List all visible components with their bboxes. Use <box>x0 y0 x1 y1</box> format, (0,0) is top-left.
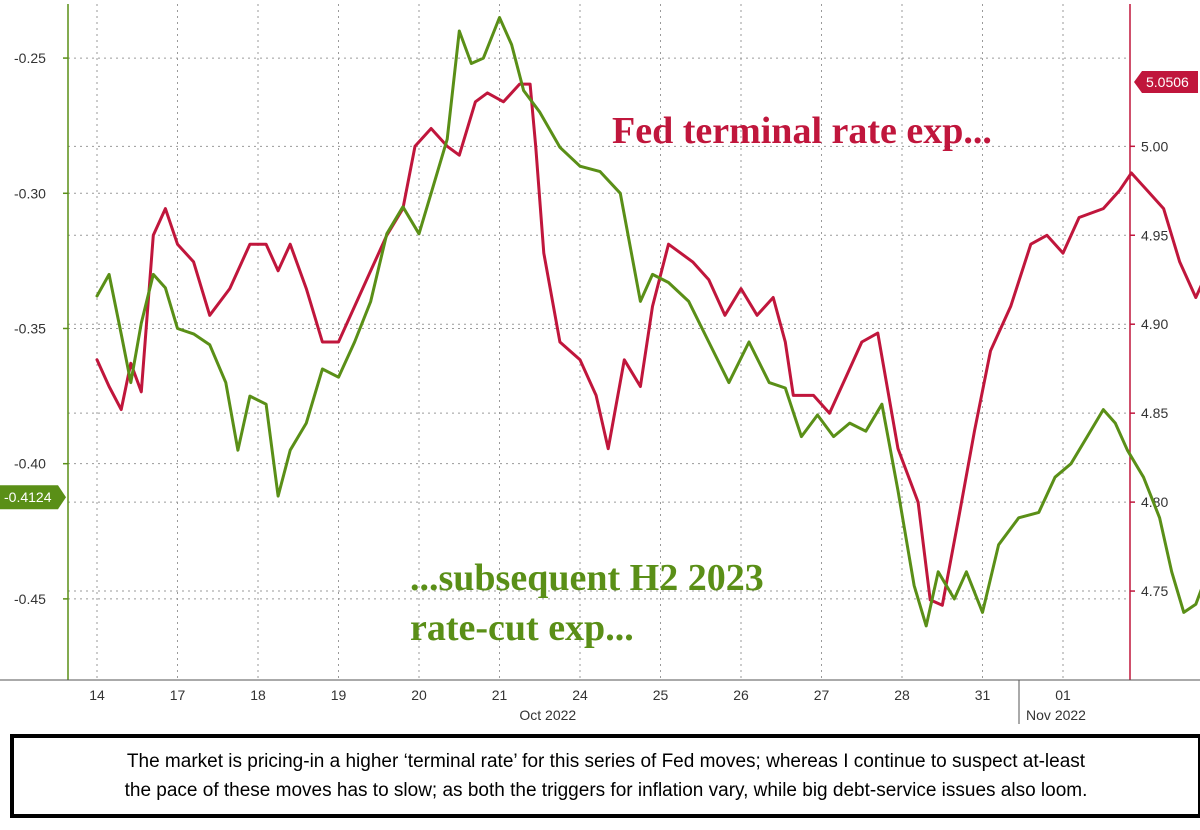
x-tick-label: 24 <box>572 687 588 703</box>
right-tick-label: 4.95 <box>1141 227 1168 243</box>
left-tick-label: -0.35 <box>14 320 46 336</box>
chart-area: -0.25 -0.30 -0.35 -0.40 -0.45 5.00 4.95 4.90 4.8… <box>0 4 1200 724</box>
x-tick-label: 25 <box>653 687 669 703</box>
x-tick-label: 31 <box>975 687 991 703</box>
x-tick-label: 28 <box>894 687 910 703</box>
x-group-label-oct: Oct 2022 <box>519 707 576 723</box>
left-tick-label: -0.30 <box>14 185 46 201</box>
last-value-label-left: -0.4124 <box>4 489 52 505</box>
last-value-badge-right <box>1134 71 1198 93</box>
series-line-red <box>95 82 1200 607</box>
left-tick-label: -0.45 <box>14 591 46 607</box>
right-tick-label: 4.75 <box>1141 583 1168 599</box>
right-tick-label: 5.00 <box>1141 138 1168 154</box>
x-tick-label: 21 <box>492 687 508 703</box>
last-value-badge-left <box>0 485 66 510</box>
left-tick-label: -0.25 <box>14 50 46 66</box>
x-tick-label: 18 <box>250 687 266 703</box>
caption-line-2: the pace of these moves has to slow; as … <box>124 780 1088 801</box>
x-tick-label: 20 <box>411 687 427 703</box>
caption-line-1: The market is pricing-in a higher ‘termi… <box>126 751 1086 772</box>
x-tick-label: 14 <box>89 687 105 703</box>
right-tick-label: 4.85 <box>1141 405 1168 421</box>
last-value-label-right: 5.0506 <box>1146 74 1189 90</box>
annotation-rate-cut-line2: rate-cut exp... <box>410 607 634 649</box>
chart-svg: -0.25 -0.30 -0.35 -0.40 -0.45 5.00 4.95 4.90 4.8… <box>0 4 1200 724</box>
x-group-label-nov: Nov 2022 <box>1026 707 1086 723</box>
annotation-rate-cut-line1: ...subsequent H2 2023 <box>410 557 764 599</box>
left-tick-label: -0.40 <box>14 456 46 472</box>
x-tick-label: 19 <box>331 687 347 703</box>
x-tick-label: 26 <box>733 687 749 703</box>
x-tick-label: 01 <box>1055 687 1071 703</box>
right-tick-label: 4.90 <box>1141 316 1168 332</box>
annotation-fed-terminal: Fed terminal rate exp... <box>612 110 992 152</box>
x-tick-label: 27 <box>814 687 830 703</box>
x-tick-label: 17 <box>170 687 186 703</box>
series-line-green <box>95 16 1200 628</box>
caption-text: The market is pricing-in a higher ‘termi… <box>125 747 1088 805</box>
caption-box: The market is pricing-in a higher ‘termi… <box>10 734 1200 818</box>
